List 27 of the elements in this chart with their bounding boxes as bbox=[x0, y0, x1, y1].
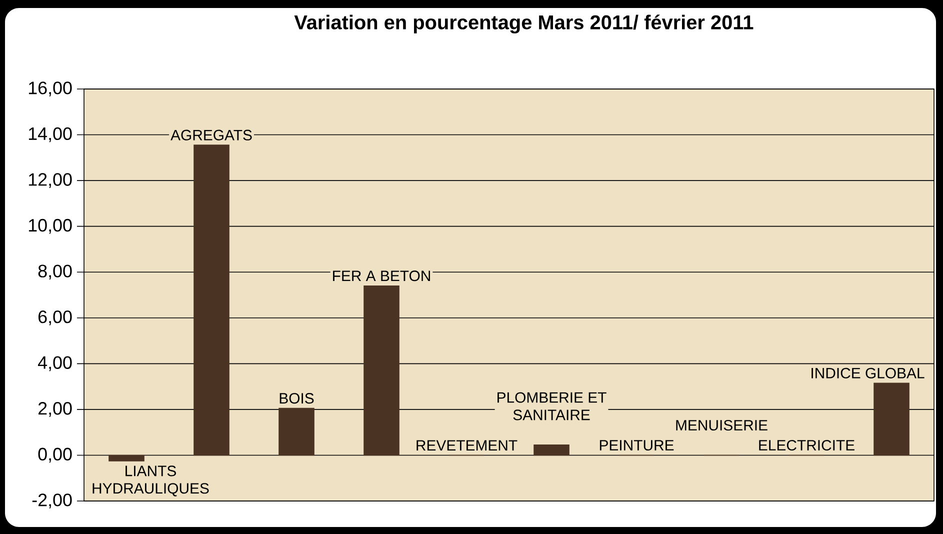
y-tick-label: 10,00 bbox=[28, 218, 72, 234]
bar bbox=[534, 444, 570, 456]
x-tick-label: REVETEMENT bbox=[416, 440, 518, 451]
x-tick-label: MENUISERIE bbox=[676, 420, 768, 431]
x-tick-label: BOIS bbox=[280, 393, 314, 404]
bar bbox=[874, 382, 910, 456]
x-tick-label: PEINTURE bbox=[600, 440, 674, 451]
y-tick-label: 0,00 bbox=[38, 448, 72, 463]
y-tick-label: 6,00 bbox=[38, 310, 72, 326]
x-tick-label: FER A BETON bbox=[333, 270, 430, 282]
chart-title: Variation en pourcentage Mars 2011/ février 2011 bbox=[294, 14, 754, 34]
y-tick-label: 2,00 bbox=[38, 402, 72, 417]
bar bbox=[108, 454, 144, 462]
y-tick-label: 16,00 bbox=[28, 82, 72, 96]
bar bbox=[364, 285, 400, 456]
y-tick-label: 12,00 bbox=[28, 173, 72, 188]
y-tick-label: 4,00 bbox=[38, 356, 72, 372]
x-tick-label: INDICE GLOBAL bbox=[812, 368, 924, 378]
x-tick-label: PLOMBERIE ET SANITAIRE bbox=[498, 392, 606, 420]
y-tick-label: 14,00 bbox=[28, 127, 72, 142]
bar bbox=[278, 408, 314, 456]
x-tick-label: AGREGATS bbox=[170, 130, 252, 140]
x-tick-label: ELECTRICITE bbox=[759, 440, 854, 451]
x-tick-label: LIANTS HYDRAULIQUES bbox=[92, 466, 209, 496]
bar bbox=[194, 144, 230, 456]
y-tick-label: 8,00 bbox=[38, 264, 72, 280]
y-tick-label: -2,00 bbox=[32, 494, 72, 508]
